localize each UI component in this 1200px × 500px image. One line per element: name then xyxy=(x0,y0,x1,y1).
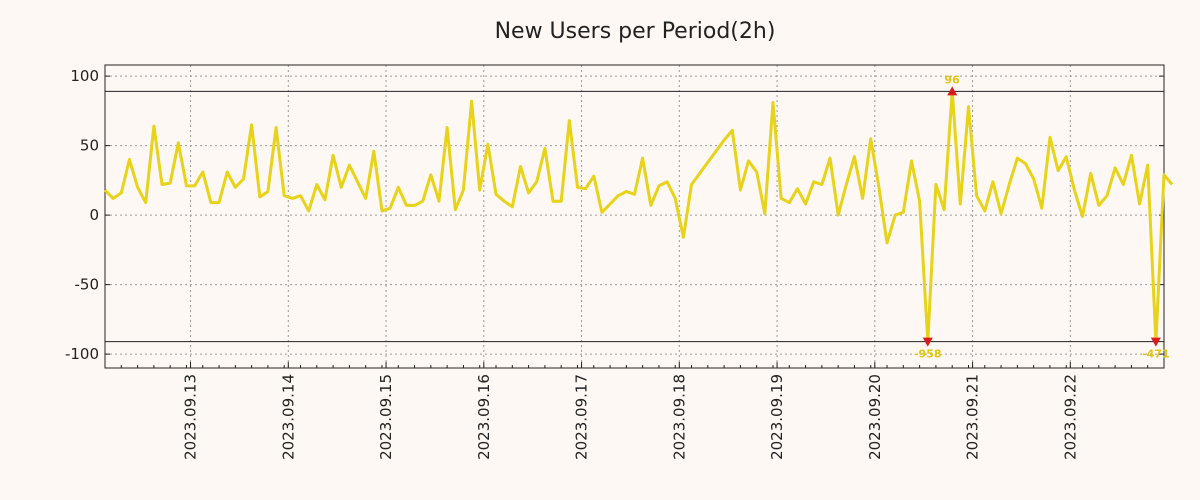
y-tick-label: -100 xyxy=(65,345,99,363)
y-axis: 100 50 0 -50 -100 xyxy=(65,67,1164,363)
chart-title: New Users per Period(2h) xyxy=(495,19,776,44)
outlier-annotation: -958 xyxy=(914,337,942,361)
down-triangle-icon xyxy=(1150,337,1161,347)
outlier-label: 96 xyxy=(945,73,961,86)
plot-frame xyxy=(104,64,1165,369)
grid xyxy=(105,65,1164,368)
y-tick-label: 0 xyxy=(89,206,99,224)
series-line xyxy=(103,89,1174,344)
x-tick-label: 2023.09.13 xyxy=(182,374,200,460)
outlier-label: -471 xyxy=(1142,348,1170,361)
x-tick-label: 2023.09.15 xyxy=(377,374,395,460)
x-tick-label: 2023.09.21 xyxy=(964,374,982,460)
x-tick-label: 2023.09.20 xyxy=(866,374,884,460)
series-layer xyxy=(103,89,1174,344)
outlier-label: -958 xyxy=(914,348,942,361)
annotations: -958 96 -471 xyxy=(914,73,1170,360)
x-axis: 2023.09.13 2023.09.14 2023.09.15 2023.09.16… xyxy=(104,362,1165,460)
y-tick-label: -50 xyxy=(75,276,100,294)
x-tick-label: 2023.09.17 xyxy=(573,374,591,460)
y-tick-label: 100 xyxy=(70,67,99,85)
outlier-annotation: -471 xyxy=(1142,337,1170,361)
x-tick-label: 2023.09.22 xyxy=(1061,374,1079,460)
y-tick-label: 50 xyxy=(80,137,99,155)
clip-limit-lines xyxy=(105,90,1164,343)
x-tick-label: 2023.09.18 xyxy=(670,374,688,460)
down-triangle-icon xyxy=(922,337,933,347)
x-tick-label: 2023.09.16 xyxy=(475,374,493,460)
x-tick-label: 2023.09.14 xyxy=(279,374,297,460)
outlier-annotation: 96 xyxy=(945,73,961,96)
x-tick-label: 2023.09.19 xyxy=(768,374,786,460)
up-triangle-icon xyxy=(947,86,958,96)
